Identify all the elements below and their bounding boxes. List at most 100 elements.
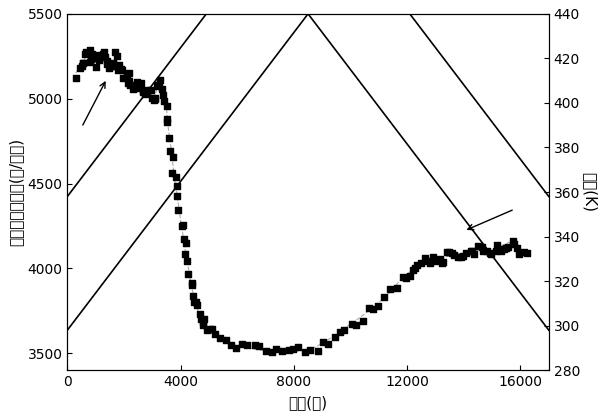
Point xyxy=(181,240,191,247)
Point xyxy=(132,79,142,85)
Point xyxy=(379,294,388,301)
Point xyxy=(261,347,270,354)
X-axis label: 时间(秒): 时间(秒) xyxy=(289,395,328,410)
Point xyxy=(81,49,91,56)
Point xyxy=(71,75,80,82)
Point xyxy=(153,82,163,89)
Point xyxy=(215,334,225,341)
Point xyxy=(211,331,220,337)
Point xyxy=(478,247,488,254)
Point xyxy=(191,298,200,305)
Point xyxy=(221,337,231,344)
Point xyxy=(128,85,138,92)
Point xyxy=(85,47,94,54)
Point xyxy=(91,64,101,71)
Point xyxy=(114,67,123,74)
Point xyxy=(160,98,169,104)
Point xyxy=(154,81,163,88)
Point xyxy=(172,182,182,189)
Point xyxy=(98,51,108,58)
Point xyxy=(168,170,177,177)
Point xyxy=(162,119,172,125)
Y-axis label: 温度(K): 温度(K) xyxy=(581,172,597,212)
Point xyxy=(313,347,322,354)
Point xyxy=(439,259,448,265)
Point xyxy=(77,63,87,69)
Point xyxy=(255,342,264,349)
Point xyxy=(93,55,102,61)
Point xyxy=(392,285,402,292)
Point xyxy=(492,241,502,248)
Point xyxy=(118,74,128,81)
Point xyxy=(514,250,524,257)
Point xyxy=(149,97,159,103)
Point xyxy=(103,61,113,67)
Point xyxy=(202,326,212,333)
Point xyxy=(188,282,197,288)
Point xyxy=(87,55,96,62)
Point xyxy=(486,251,496,257)
Point xyxy=(136,84,145,91)
Point xyxy=(237,341,247,347)
Point xyxy=(496,248,506,255)
Point xyxy=(124,70,134,76)
Point xyxy=(422,258,431,265)
Point xyxy=(157,86,166,92)
Point xyxy=(138,89,148,95)
Point xyxy=(401,274,411,281)
Point xyxy=(482,248,492,255)
Point xyxy=(100,54,110,60)
Point xyxy=(132,81,142,88)
Point xyxy=(461,250,471,256)
Point xyxy=(171,174,181,181)
Point xyxy=(425,259,435,266)
Point xyxy=(108,59,117,66)
Point xyxy=(491,248,500,255)
Point xyxy=(373,303,382,309)
Point xyxy=(188,293,198,299)
Point xyxy=(364,305,373,312)
Point xyxy=(168,153,178,160)
Point xyxy=(99,49,109,56)
Point xyxy=(413,262,422,269)
Point xyxy=(503,243,513,250)
Point xyxy=(91,52,100,59)
Point xyxy=(80,51,90,58)
Point xyxy=(330,333,339,340)
Point xyxy=(96,54,106,61)
Point xyxy=(195,311,204,317)
Point xyxy=(142,90,152,97)
Point xyxy=(267,348,277,355)
Point xyxy=(117,66,126,73)
Point xyxy=(405,273,415,280)
Point xyxy=(428,254,438,260)
Point xyxy=(152,83,162,89)
Point xyxy=(105,65,114,72)
Point xyxy=(178,222,188,228)
Point xyxy=(339,326,349,333)
Point xyxy=(272,345,281,352)
Point xyxy=(477,244,487,251)
Point xyxy=(305,347,315,354)
Y-axis label: 散射中子计数率(个/分钟): 散射中子计数率(个/分钟) xyxy=(8,138,24,246)
Point xyxy=(117,66,126,72)
Point xyxy=(293,344,303,350)
Point xyxy=(347,320,356,327)
Point xyxy=(231,344,241,351)
Point xyxy=(146,86,155,93)
Point xyxy=(196,315,206,322)
Point xyxy=(408,266,417,273)
Point xyxy=(226,342,236,349)
Point xyxy=(502,245,511,252)
Point xyxy=(352,321,361,328)
Point xyxy=(125,82,135,89)
Point xyxy=(499,245,509,252)
Point xyxy=(324,341,333,348)
Point xyxy=(114,62,123,69)
Point xyxy=(289,345,298,352)
Point xyxy=(454,254,463,261)
Point xyxy=(129,83,139,90)
Point xyxy=(250,342,260,349)
Point xyxy=(512,245,522,252)
Point xyxy=(284,346,294,353)
